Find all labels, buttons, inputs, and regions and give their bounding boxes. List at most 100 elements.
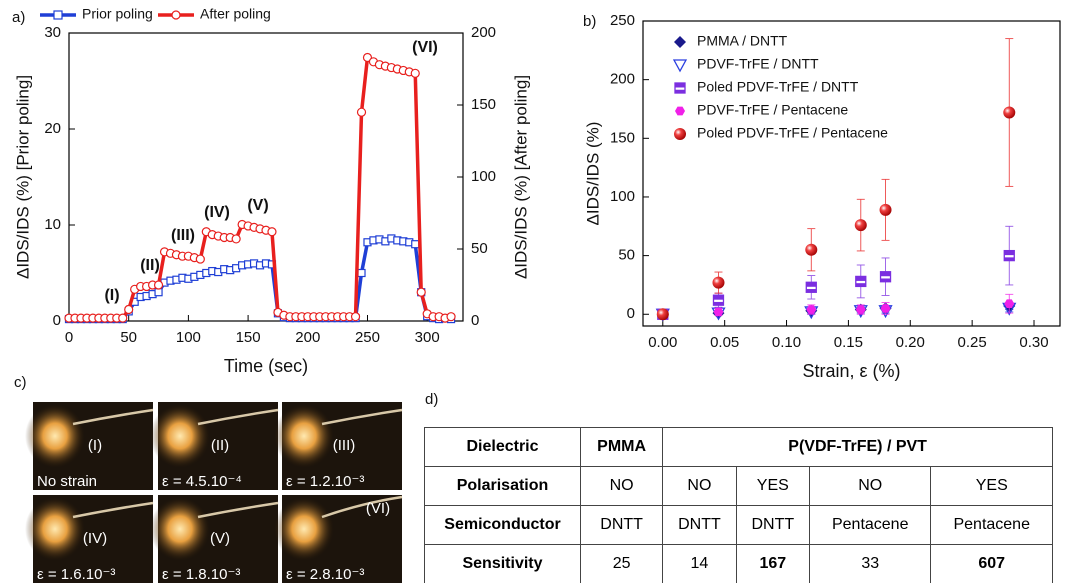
x-tick-label: 0.00 <box>648 334 677 351</box>
photo-strain: ε = 1.8.10⁻³ <box>162 566 240 583</box>
x-tick-label: 0.25 <box>958 334 987 351</box>
annotation: (II) <box>140 257 160 274</box>
annotation: (V) <box>247 197 268 214</box>
marker-part <box>806 289 817 293</box>
photo-label: (II) <box>211 437 229 454</box>
table-row: Polarisation NO NO YES NO YES <box>424 466 1053 506</box>
table-cell: P(VDF-TrFE) / PVT <box>662 427 1053 467</box>
photo-glow <box>25 497 85 561</box>
marker <box>153 280 164 290</box>
panel-label: c) <box>14 374 27 391</box>
y-tick-label: 0 <box>53 312 61 329</box>
x-tick-label: 0.10 <box>772 334 801 351</box>
marker-part <box>713 301 724 306</box>
table-cell: Dielectric <box>424 427 581 467</box>
summary-table: Dielectric PMMA P(VDF-TrFE) / PVT Polarisat… <box>424 427 1053 583</box>
marker <box>267 227 277 237</box>
photo-glow <box>274 404 334 468</box>
x-tick-label: 0.05 <box>710 334 739 351</box>
photo-label: (I) <box>88 437 102 454</box>
table-cell: 33 <box>808 544 932 583</box>
photo-label: (V) <box>210 530 230 547</box>
plot-frame <box>642 20 1061 327</box>
photo-wire <box>321 495 403 519</box>
photo-label: (IV) <box>83 530 107 547</box>
table-cell: YES <box>930 466 1053 506</box>
photo-strain: ε = 1.2.10⁻³ <box>286 473 364 490</box>
marker <box>879 271 892 283</box>
table-cell: 167 <box>735 544 810 583</box>
marker <box>171 10 181 20</box>
table-cell: 25 <box>579 544 664 583</box>
table-cell: DNTT <box>735 505 810 545</box>
table-cell: 607 <box>930 544 1053 583</box>
legend-label: Poled PDVF-TrFE / DNTT <box>697 79 859 95</box>
photo-strain: ε = 1.6.10⁻³ <box>37 566 115 583</box>
marker <box>231 234 241 244</box>
marker-part <box>675 83 685 88</box>
photo-glow <box>274 497 334 561</box>
table-cell: DNTT <box>579 505 664 545</box>
photo-wire <box>197 501 279 519</box>
x-axis-label: Time (sec) <box>224 356 308 376</box>
marker <box>805 243 818 256</box>
table-cell: Sensitivity <box>424 544 581 583</box>
y-tick-label: 10 <box>44 216 61 233</box>
marker-part <box>675 89 685 93</box>
marker <box>712 276 725 289</box>
marker <box>672 59 688 73</box>
photo-label: (VI) <box>366 500 390 517</box>
y2-tick-label: 50 <box>471 240 488 257</box>
photo-wire <box>72 408 154 426</box>
marker <box>805 281 817 293</box>
photo-glow <box>150 497 210 561</box>
marker <box>124 304 134 315</box>
y2-tick-label: 150 <box>471 96 496 113</box>
photo-label: (III) <box>333 437 356 454</box>
marker <box>1003 106 1016 119</box>
y-tick-label: 250 <box>610 12 635 29</box>
table-cell: Polarisation <box>424 466 581 506</box>
y-tick-label: 50 <box>618 247 635 264</box>
marker <box>674 36 686 48</box>
marker <box>880 304 891 313</box>
marker <box>410 68 420 78</box>
photo-strain: ε = 2.8.10⁻³ <box>286 566 364 583</box>
marker-part <box>1004 257 1015 261</box>
plot-frame <box>68 32 464 322</box>
marker <box>350 312 361 322</box>
marker <box>656 308 669 321</box>
table-row: Semiconductor DNTT DNTT DNTT Pentacene Pentac… <box>424 505 1053 545</box>
marker <box>712 294 725 306</box>
marker <box>855 275 867 288</box>
marker <box>879 203 892 216</box>
y-tick-label: 30 <box>44 24 61 41</box>
table-cell: Pentacene <box>930 505 1053 545</box>
y-tick-label: 0 <box>627 305 635 322</box>
marker-part <box>713 295 724 300</box>
marker <box>855 305 866 314</box>
table-cell: NO <box>579 466 664 506</box>
marker <box>154 288 163 297</box>
x-tick-label: 0.15 <box>834 334 863 351</box>
marker <box>195 254 205 264</box>
marker <box>356 107 367 117</box>
y-axis-label: ΔIDS/IDS (%) [Prior poling] <box>13 75 32 279</box>
marker-part <box>880 271 891 277</box>
x-tick-label: 100 <box>176 329 201 346</box>
marker <box>674 128 686 140</box>
photo-wire <box>321 408 403 426</box>
marker-part <box>855 276 866 281</box>
table-cell: PMMA <box>579 427 664 467</box>
y2-tick-label: 100 <box>471 168 496 185</box>
photo-strain: ε = 4.5.10⁻⁴ <box>162 473 242 490</box>
annotation: (I) <box>104 287 119 304</box>
marker <box>1003 249 1015 262</box>
marker <box>854 219 867 232</box>
legend-label: Poled PDVF-TrFE / Pentacene <box>697 125 888 141</box>
marker-part <box>806 282 817 287</box>
marker <box>411 240 420 249</box>
panel-label: d) <box>425 391 438 408</box>
panel-label: a) <box>12 9 25 26</box>
